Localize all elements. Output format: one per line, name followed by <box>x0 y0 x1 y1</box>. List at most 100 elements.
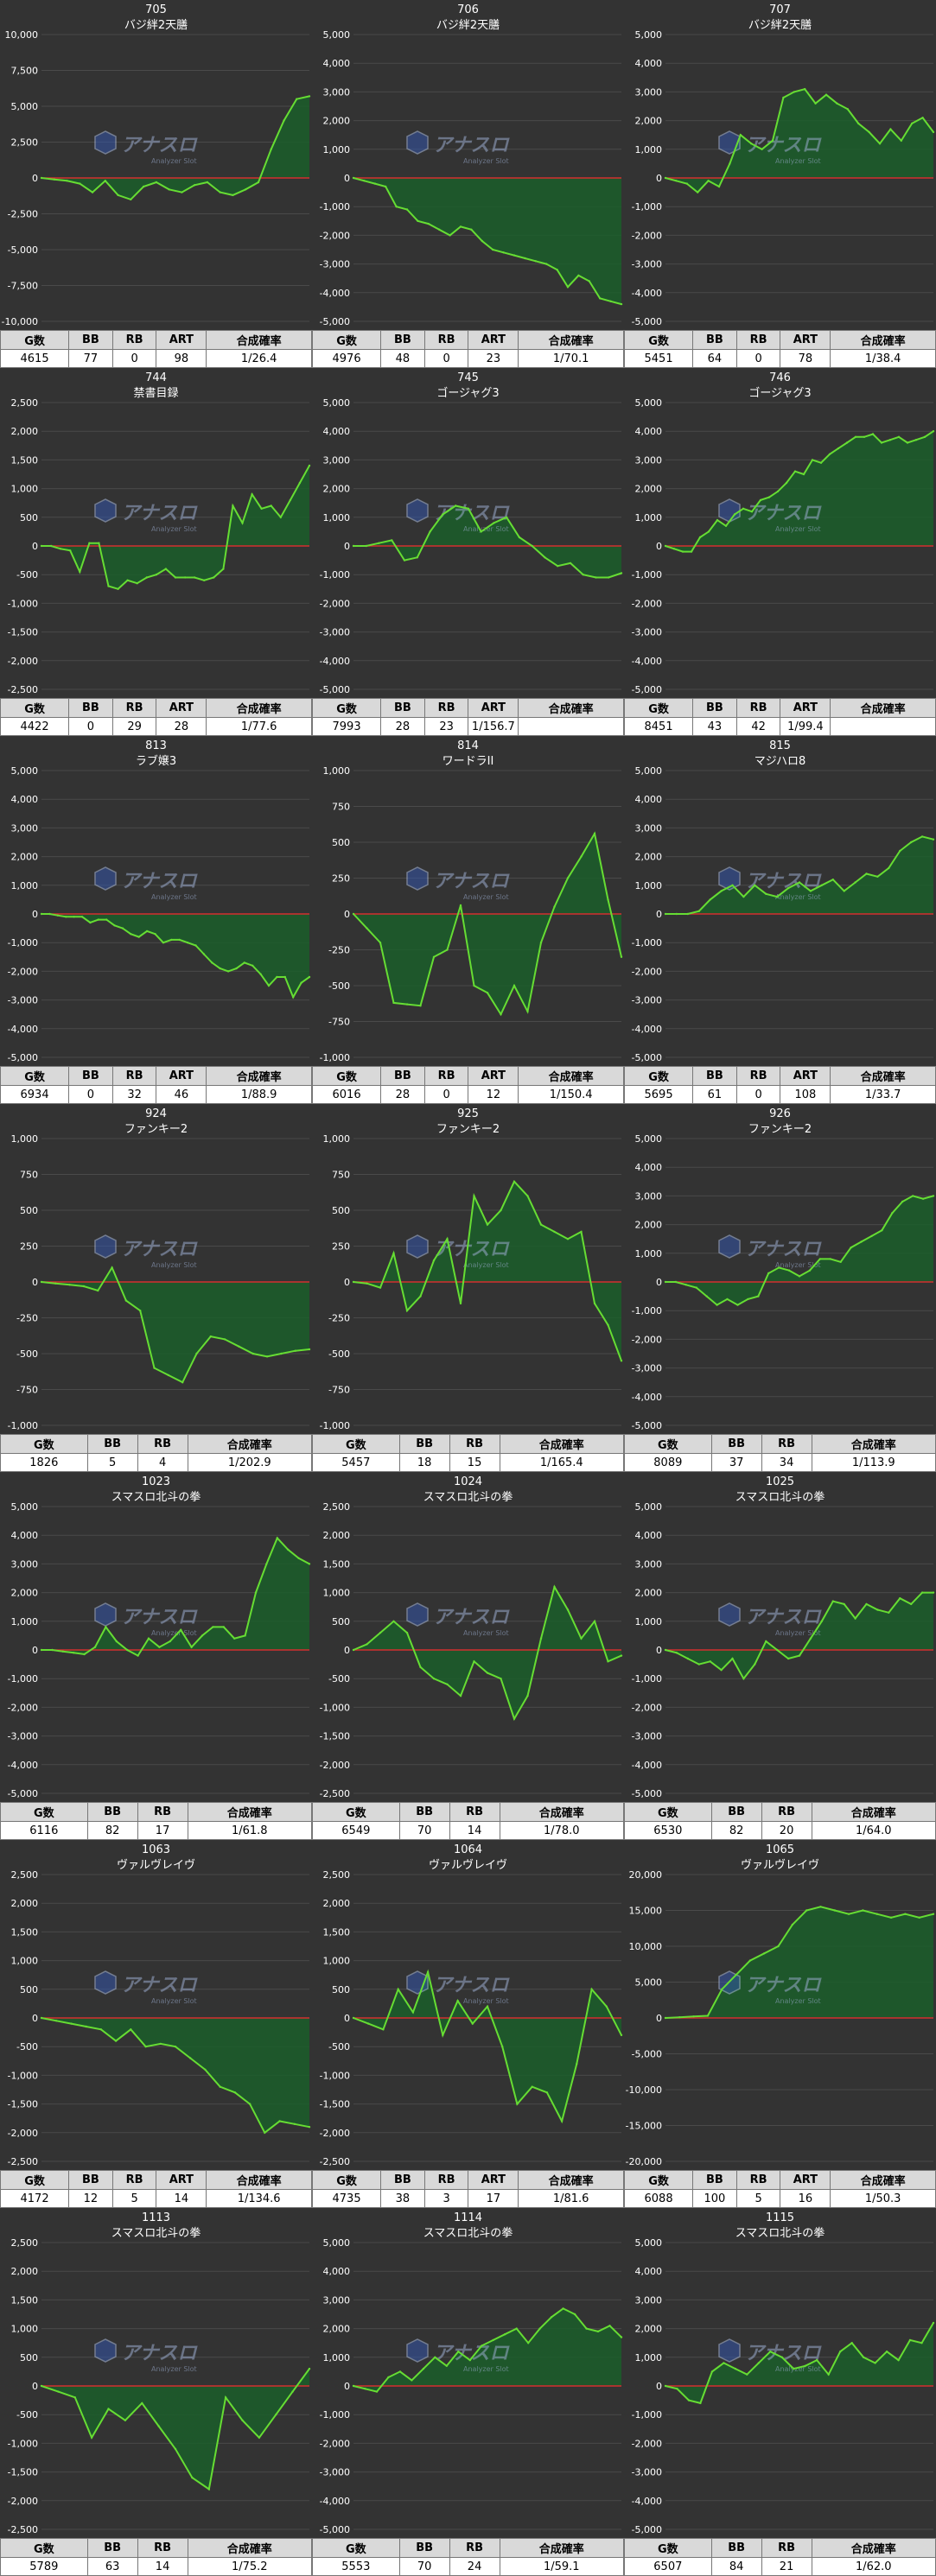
data-point <box>553 1230 556 1234</box>
stats-value-cell: 8451 <box>624 717 694 736</box>
chart-title: 1024 スマスロ北斗の拳 <box>312 1472 624 1509</box>
logo-hexagon-icon <box>718 1234 741 1259</box>
data-point <box>419 1005 422 1007</box>
stats-table: G数 BB RB ART 合成確率 4422 0 29 28 1/77.6 <box>0 697 312 736</box>
stats-value-cell: 1/77.6 <box>206 717 312 736</box>
stats-header-row: G数 BB RB ART 合成確率 <box>0 1065 312 1087</box>
y-tick-label: -2,500 <box>8 209 38 220</box>
stats-header-cell: BB <box>710 2537 762 2559</box>
data-point <box>664 544 667 548</box>
y-tick-label: 4,000 <box>635 2266 663 2277</box>
data-point <box>124 1299 128 1302</box>
data-point <box>767 1272 770 1275</box>
data-point <box>471 2022 474 2025</box>
data-point <box>754 884 756 886</box>
stats-value-cell: 12 <box>68 2189 113 2208</box>
logo-hexagon-icon <box>406 498 429 523</box>
data-point <box>750 143 753 145</box>
watermark-subtext: Analyzer Slot <box>151 1629 197 1637</box>
stats-header-cell: RB <box>761 1801 812 1823</box>
stats-header-row: G数 BB RB ART 合成確率 <box>312 697 624 719</box>
stats-header-cell: RB <box>423 2169 469 2191</box>
line-chart: 1,000 750 500 250 0 -250 -500 -750 -1,000 アナスロAna… <box>8 1133 311 1431</box>
data-point <box>501 2046 504 2048</box>
data-point <box>170 938 173 942</box>
data-point <box>352 1648 355 1652</box>
data-point <box>911 122 914 125</box>
stats-value-cell: 1/156.7 <box>468 717 519 736</box>
data-point <box>142 185 145 188</box>
data-point <box>739 134 742 136</box>
line-chart: 1,000 750 500 250 0 -250 -500 -750 -1,000 アナスロAna… <box>320 765 623 1063</box>
data-point <box>566 286 570 289</box>
data-point <box>416 556 418 559</box>
y-tick-label: -15,000 <box>626 2121 662 2132</box>
data-point <box>492 2338 494 2342</box>
machine-number: 815 <box>769 739 791 752</box>
model-name: バジ絆2天膳 <box>124 19 188 32</box>
y-tick-label: 5,000 <box>11 101 39 112</box>
chart-panel-924: 924 ファンキー2 1,000 750 500 250 0 -250 -500 -750 -1,0… <box>0 1104 312 1472</box>
data-point <box>831 879 834 881</box>
data-point <box>862 1909 864 1912</box>
data-point <box>776 895 779 898</box>
data-point <box>502 251 505 254</box>
data-point <box>854 881 856 884</box>
data-point <box>124 2419 127 2421</box>
data-point <box>545 263 548 265</box>
data-point <box>793 91 795 93</box>
stats-table: G数 BB RB ART 合成確率 4735 38 3 17 1/81.6 <box>312 2169 624 2208</box>
data-point <box>211 961 213 964</box>
chart-panel-926: 926 ファンキー2 5,000 4,000 3,000 2,000 1,000 0 -1,00… <box>624 1104 936 1472</box>
data-point <box>51 1648 54 1652</box>
y-tick-label: 2,000 <box>11 1898 39 1909</box>
stats-header-row: G数 BB RB ART 合成確率 <box>312 1065 624 1087</box>
stats-header-cell: BB <box>68 697 113 719</box>
data-point <box>391 539 393 542</box>
logo-hexagon-icon <box>406 866 429 891</box>
machine-number: 1064 <box>453 1843 483 1856</box>
stats-table: G数 BB RB ART 合成確率 4615 77 0 98 1/26.4 <box>0 329 312 368</box>
y-tick-label: -3,000 <box>320 627 350 638</box>
data-point <box>158 1646 161 1648</box>
stats-header-cell: 合成確率 <box>811 1433 936 1455</box>
data-point <box>259 973 262 975</box>
data-point <box>620 2336 623 2338</box>
machine-number: 924 <box>145 1107 167 1120</box>
data-point <box>870 1234 873 1238</box>
stats-header-cell: RB <box>761 1433 812 1455</box>
stats-value-cell: 0 <box>111 349 157 368</box>
area-fill <box>353 505 621 578</box>
data-point <box>920 1591 924 1594</box>
data-point <box>392 1001 395 1005</box>
y-tick-label: 1,000 <box>635 144 663 155</box>
model-name: スマスロ北斗の拳 <box>735 2227 825 2240</box>
data-point <box>820 1620 823 1622</box>
data-point <box>876 1608 879 1611</box>
chart-panel-1064: 1064 ヴァルヴレイヴ 2,500 2,000 1,500 1,000 500 0 -500 -… <box>312 1840 624 2208</box>
data-point <box>605 2005 608 2008</box>
data-point <box>157 2425 160 2427</box>
data-point <box>283 975 286 979</box>
stats-value-cell: 23 <box>468 349 519 368</box>
y-tick-label: 4,000 <box>635 794 663 805</box>
stats-header-cell: BB <box>692 329 737 351</box>
stats-value-row: 6507 84 21 1/62.0 <box>624 2557 936 2576</box>
y-tick-label: -1,000 <box>8 1420 38 1431</box>
stats-value-cell: 42 <box>735 717 781 736</box>
stats-header-cell: BB <box>710 1433 762 1455</box>
data-point <box>731 884 734 886</box>
stats-value-cell: 5457 <box>312 1453 400 1472</box>
y-tick-label: -2,500 <box>320 1788 350 1799</box>
stats-value-cell: 20 <box>761 1821 812 1840</box>
data-point <box>459 1302 462 1305</box>
y-tick-label: 0 <box>344 541 350 552</box>
stats-header-cell: ART <box>156 2169 207 2191</box>
data-point <box>566 1608 570 1611</box>
y-tick-label: 1,000 <box>323 512 351 523</box>
data-point <box>721 1988 723 1990</box>
y-tick-label: 10,000 <box>629 1941 663 1952</box>
stats-header-row: G数 BB RB 合成確率 <box>312 1801 624 1823</box>
